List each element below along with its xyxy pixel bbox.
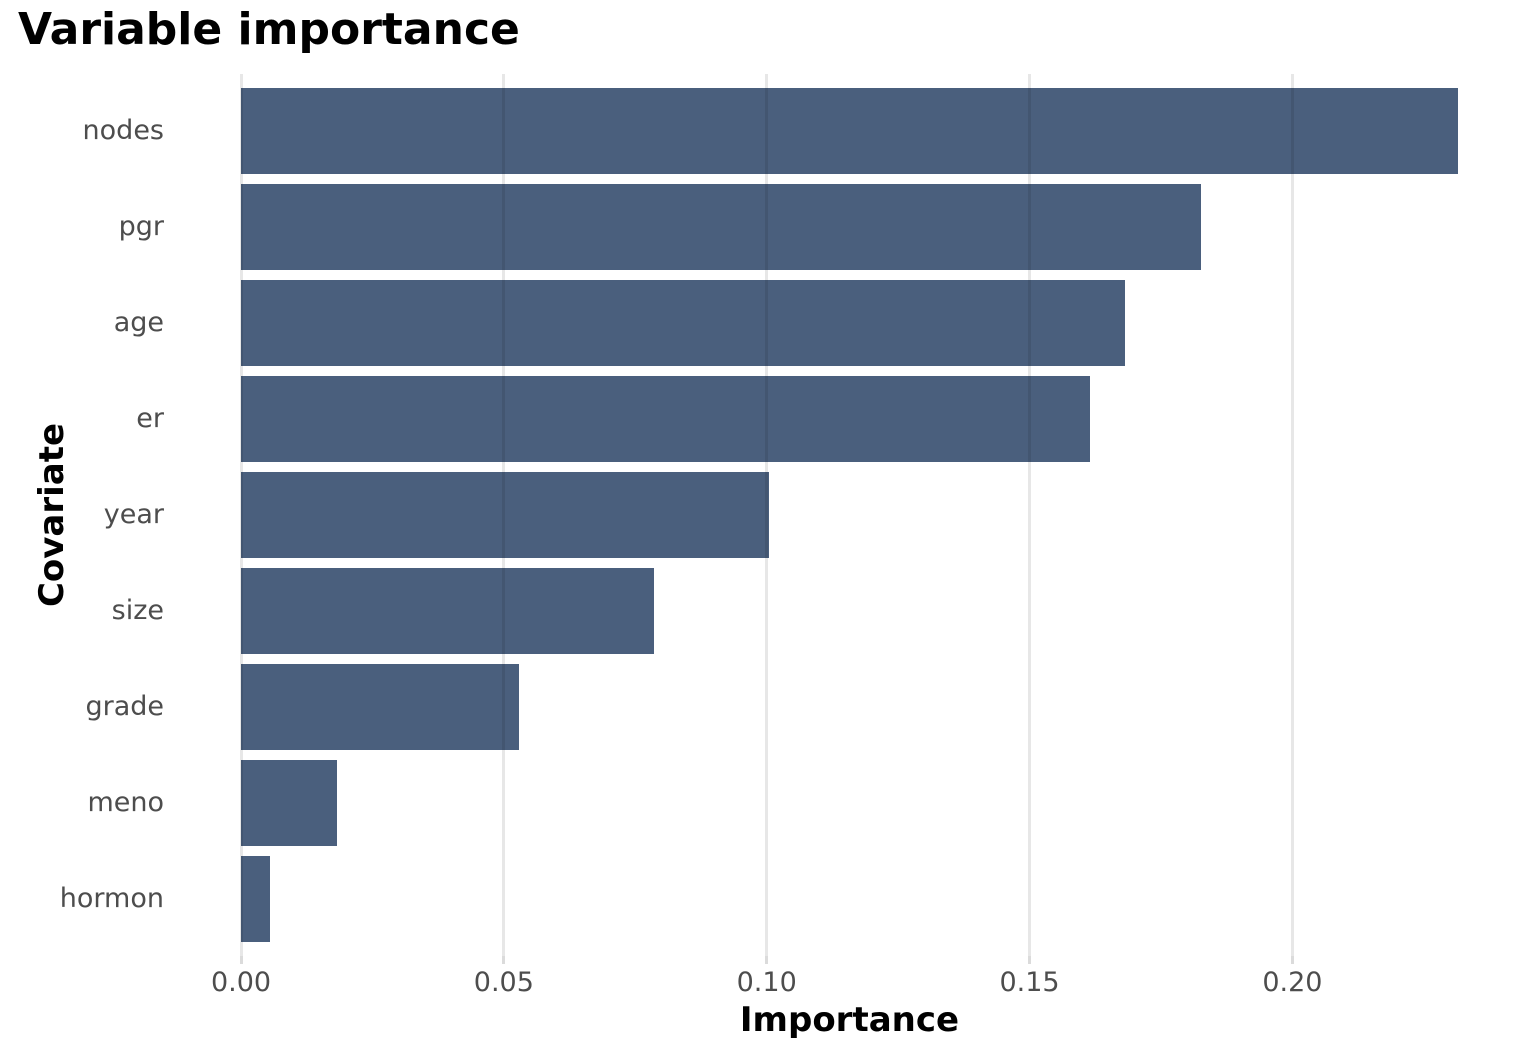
y-tick-label-pgr: pgr [118,211,164,243]
gridline-0.20 [1290,74,1294,956]
x-tick-label-0.20: 0.20 [1262,967,1323,998]
x-tick-label-0.10: 0.10 [736,967,797,998]
x-tick-mark-0.20 [1290,956,1294,964]
bar-grade [241,663,519,750]
x-tick-mark-0.10 [765,956,769,964]
bar-size [241,567,654,654]
y-axis-title: Covariate [32,422,72,608]
y-tick-label-meno: meno [87,786,164,818]
x-axis-title: Importance [739,1000,960,1040]
y-tick-label-er: er [136,403,164,435]
x-tick-mark-0.15 [1028,956,1032,964]
y-tick-label-nodes: nodes [82,115,164,147]
y-tick-label-age: age [113,307,164,339]
bar-year [241,472,769,558]
y-tick-label-size: size [111,594,164,626]
gridline-0.15 [1028,74,1032,956]
x-tick-mark-0.00 [239,956,243,964]
chart-title: Variable importance [18,4,520,55]
bar-hormon [241,855,270,942]
bar-pgr [241,184,1201,271]
x-tick-label-0.05: 0.05 [473,967,534,998]
y-tick-label-hormon: hormon [59,882,164,914]
y-tick-label-grade: grade [85,690,164,722]
gridline-0.10 [765,74,769,956]
x-tick-label-0.00: 0.00 [210,967,272,998]
bar-nodes [241,88,1458,175]
x-tick-label-0.15: 0.15 [999,967,1060,998]
bar-er [241,376,1090,463]
x-tick-mark-0.05 [502,956,506,964]
bar-meno [241,759,337,846]
gridline-0.05 [502,74,506,956]
gridline-0.00 [239,74,243,956]
y-tick-label-year: year [103,499,164,530]
bar-age [241,280,1125,367]
plot-area [180,74,1519,956]
